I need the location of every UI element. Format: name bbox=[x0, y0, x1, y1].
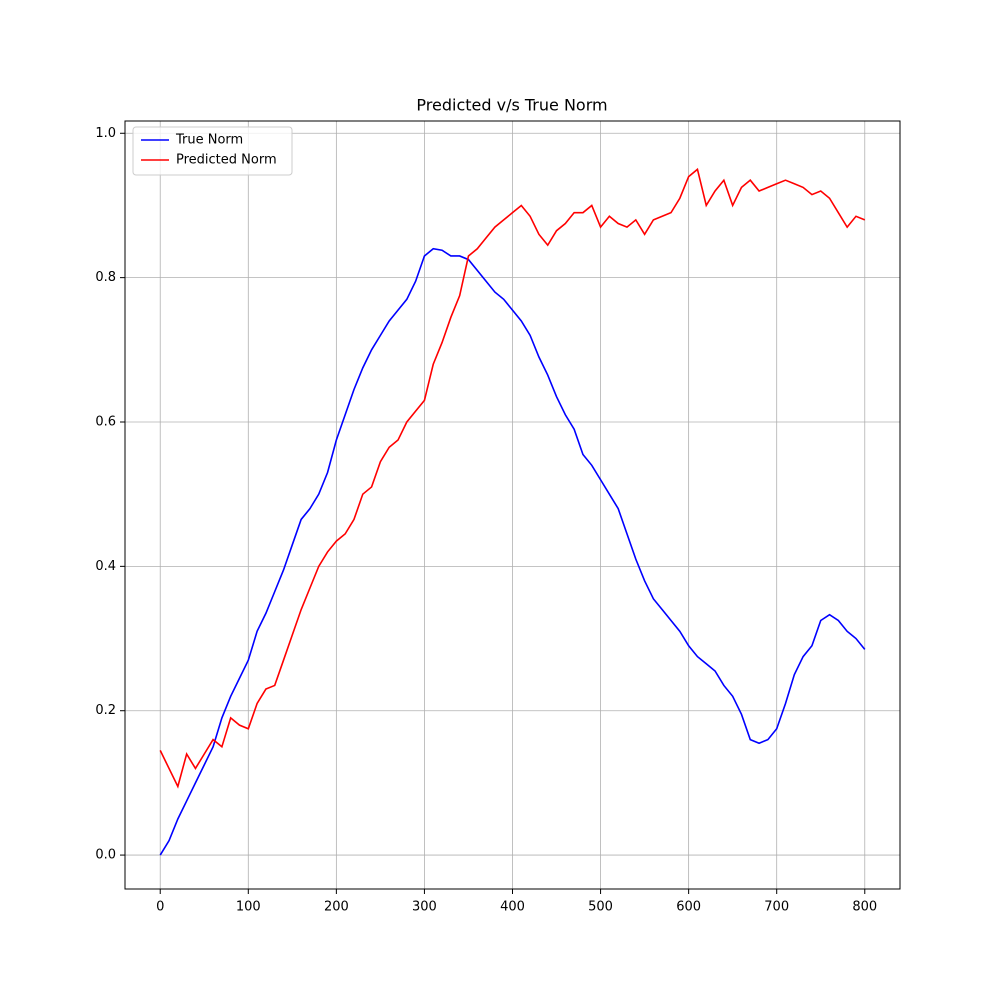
x-tick-label: 600 bbox=[676, 900, 701, 915]
x-tick-label: 400 bbox=[500, 900, 525, 915]
plot-frame bbox=[124, 120, 901, 890]
x-tick-label: 300 bbox=[412, 900, 437, 915]
legend-label: True Norm bbox=[175, 133, 243, 148]
x-tick-label: 100 bbox=[236, 900, 261, 915]
y-tick-label: 0.2 bbox=[95, 703, 116, 718]
y-tick-label: 0.4 bbox=[95, 559, 116, 574]
legend-box bbox=[132, 126, 293, 176]
line-series bbox=[159, 247, 866, 856]
line-series bbox=[159, 167, 866, 789]
y-tick-label: 0.0 bbox=[95, 848, 116, 863]
chart-title: Predicted v/s True Norm bbox=[416, 96, 607, 115]
x-tick-label: 800 bbox=[852, 900, 877, 915]
x-tick-label: 0 bbox=[156, 900, 164, 915]
y-tick-label: 1.0 bbox=[95, 126, 116, 141]
legend-label: Predicted Norm bbox=[176, 153, 277, 168]
y-tick-label: 0.8 bbox=[95, 270, 116, 285]
x-tick-label: 500 bbox=[588, 900, 613, 915]
x-tick-label: 700 bbox=[764, 900, 789, 915]
y-tick-label: 0.6 bbox=[95, 414, 116, 429]
x-tick-label: 200 bbox=[324, 900, 349, 915]
